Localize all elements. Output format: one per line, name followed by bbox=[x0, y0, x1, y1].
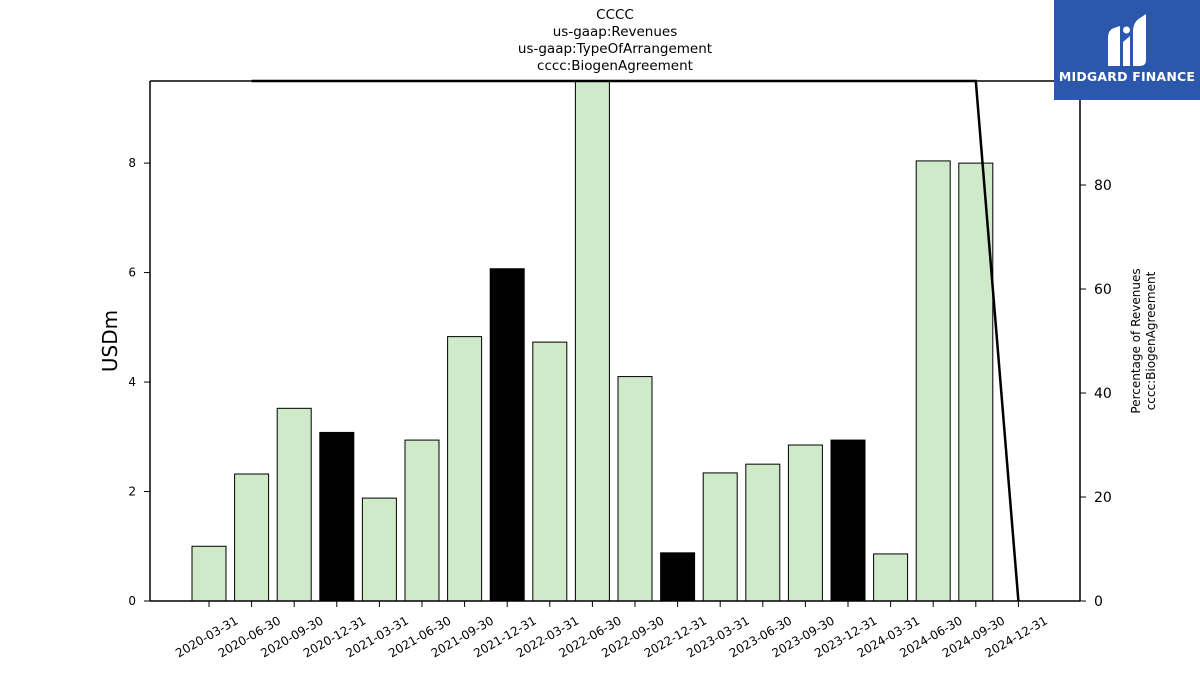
bar bbox=[617, 376, 653, 601]
bar bbox=[276, 407, 312, 601]
y2-axis-label-line-1: Percentage of Revenues bbox=[1129, 268, 1143, 413]
y2-axis-label-line-2: cccc:BiogenAgreement bbox=[1144, 271, 1158, 410]
bar bbox=[574, 81, 610, 601]
y-tick-label: 8 bbox=[128, 156, 136, 170]
bar bbox=[234, 473, 270, 601]
y-axis-label: USDm bbox=[98, 310, 122, 372]
bar bbox=[191, 545, 227, 601]
bar bbox=[319, 431, 355, 601]
y2-tick-label: 20 bbox=[1094, 490, 1112, 506]
y2-tick-label: 60 bbox=[1094, 282, 1112, 298]
chart-title-line: us-gaap:TypeOfArrangement bbox=[517, 41, 713, 57]
brand-logo-icon bbox=[1108, 14, 1146, 66]
bar bbox=[489, 268, 525, 601]
y-tick-label: 6 bbox=[128, 266, 136, 280]
plot-area: 024680204060802020-03-312020-06-302020-0… bbox=[128, 79, 1112, 660]
chart-title-line: CCCC bbox=[596, 7, 634, 23]
bar bbox=[532, 341, 568, 601]
y2-tick-label: 0 bbox=[1094, 594, 1103, 610]
chart-title: CCCC us-gaap:Revenues us-gaap:TypeOfArra… bbox=[415, 7, 815, 75]
bar bbox=[702, 472, 738, 601]
bar bbox=[660, 552, 696, 601]
bar bbox=[447, 336, 483, 601]
chart-title-line: us-gaap:Revenues bbox=[552, 24, 678, 40]
chart-title-line: cccc:BiogenAgreement bbox=[537, 58, 693, 74]
y-tick-label: 4 bbox=[128, 375, 136, 389]
brand-logo: MIDGARD FINANCE bbox=[1054, 0, 1200, 100]
y-tick-label: 0 bbox=[128, 594, 136, 608]
bar bbox=[745, 463, 781, 601]
brand-logo-text: MIDGARD FINANCE bbox=[1058, 69, 1196, 84]
bar bbox=[404, 439, 440, 601]
y2-tick-label: 80 bbox=[1094, 178, 1112, 194]
y2-tick-label: 40 bbox=[1094, 386, 1112, 402]
y-tick-label: 2 bbox=[128, 485, 136, 499]
bar bbox=[958, 162, 994, 601]
bar bbox=[830, 439, 866, 601]
bar bbox=[915, 160, 951, 601]
bar bbox=[787, 444, 823, 601]
bar bbox=[361, 497, 397, 601]
bar bbox=[873, 553, 909, 601]
